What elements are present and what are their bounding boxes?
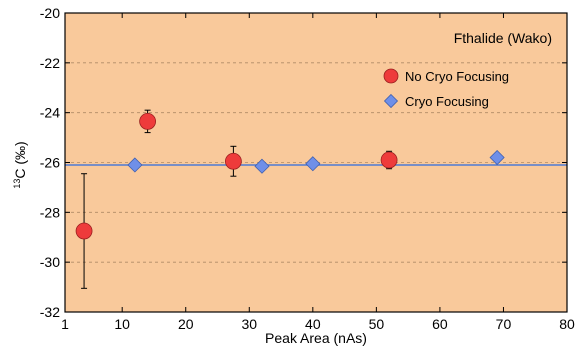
x-tick-label: 40 bbox=[305, 316, 321, 332]
data-point-no-cryo bbox=[380, 151, 398, 169]
y-tick-label: -22 bbox=[40, 55, 60, 71]
x-tick-label: 20 bbox=[178, 316, 194, 332]
data-point-no-cryo bbox=[224, 152, 242, 170]
legend-marker bbox=[383, 68, 399, 84]
y-tick-label: -30 bbox=[40, 254, 60, 270]
y-axis-label-superscript: 13 bbox=[12, 179, 22, 189]
y-tick-label: -28 bbox=[40, 204, 60, 220]
data-point-cryo bbox=[127, 157, 143, 173]
legend-label: Cryo Focusing bbox=[405, 94, 489, 109]
data-point-no-cryo bbox=[75, 222, 93, 240]
data-point-cryo bbox=[489, 149, 505, 166]
x-tick-label: 1 bbox=[61, 316, 69, 332]
data-point-cryo bbox=[305, 156, 321, 172]
y-tick-label: -24 bbox=[40, 105, 60, 121]
x-axis-label: Peak Area (nAs) bbox=[265, 330, 367, 346]
y-tick-label: -32 bbox=[40, 304, 60, 320]
y-axis-label: 13C (‰) bbox=[12, 141, 28, 188]
chart-title: Fthalide (Wako) bbox=[454, 30, 552, 46]
y-axis-label-main: C (‰) bbox=[12, 141, 28, 178]
y-tick-label: -26 bbox=[40, 155, 60, 171]
data-point-no-cryo bbox=[139, 112, 157, 130]
x-tick-label: 50 bbox=[369, 316, 385, 332]
x-tick-label: 30 bbox=[241, 316, 257, 332]
x-tick-label: 80 bbox=[559, 316, 575, 332]
legend: No Cryo Focusing Cryo Focusing bbox=[383, 68, 509, 109]
x-tick-label: 70 bbox=[496, 316, 512, 332]
x-tick-label: 10 bbox=[114, 316, 130, 332]
legend-label: No Cryo Focusing bbox=[405, 69, 509, 84]
legend-marker bbox=[383, 93, 399, 109]
x-tick-label: 60 bbox=[432, 316, 448, 332]
data-point-cryo bbox=[254, 158, 270, 174]
plot-layer: 1 10 20 30 40 50 60 70 80 -32 -30 -28 -26 -24 -22 -20 bbox=[40, 5, 575, 332]
y-tick-label: -20 bbox=[40, 5, 60, 21]
